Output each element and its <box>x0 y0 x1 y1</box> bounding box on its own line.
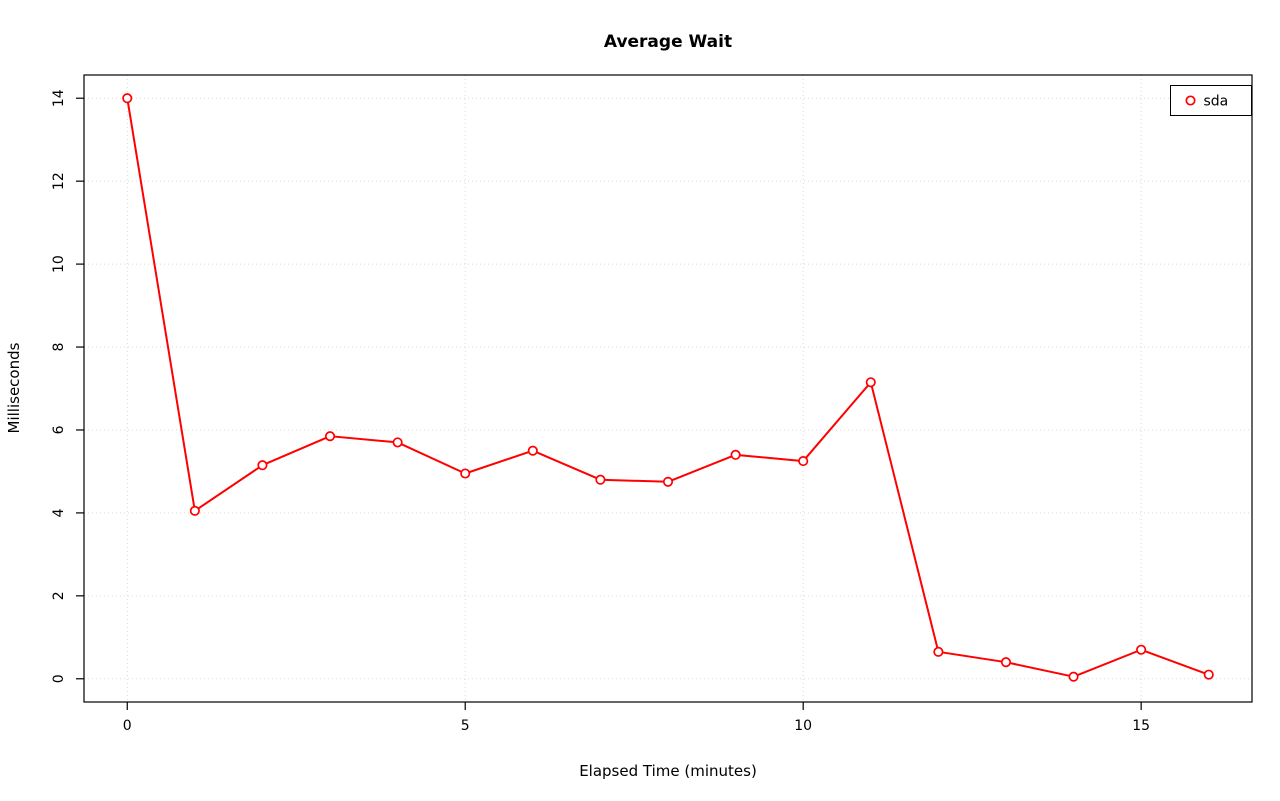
legend-box <box>1170 85 1252 116</box>
data-point-marker <box>392 437 403 448</box>
y-tick-label: 12 <box>51 172 67 190</box>
data-point-marker <box>595 474 606 485</box>
data-point-marker <box>460 468 471 479</box>
plot-frame <box>83 74 1253 703</box>
data-point-marker <box>122 93 133 104</box>
data-point-marker <box>1136 644 1147 655</box>
y-tick-label: 6 <box>51 425 67 434</box>
y-tick-label: 8 <box>51 343 67 352</box>
series-line <box>126 97 1210 678</box>
data-point-marker <box>257 460 268 471</box>
x-axis-label: Elapsed Time (minutes) <box>579 762 757 780</box>
y-tick-label: 0 <box>51 674 67 683</box>
data-point-marker <box>798 456 809 467</box>
legend-label: sda <box>1204 94 1229 110</box>
y-tick-label: 2 <box>51 591 67 600</box>
data-point-marker <box>324 431 336 442</box>
data-point-marker <box>1203 669 1214 680</box>
data-point-marker <box>527 445 538 456</box>
x-tick-label: 0 <box>123 718 132 734</box>
y-tick-label: 10 <box>51 255 67 273</box>
x-tick-label: 5 <box>461 718 470 734</box>
data-point-marker <box>662 476 674 487</box>
data-point-marker <box>933 646 944 657</box>
x-tick-label: 10 <box>794 718 812 734</box>
y-tick-label: 14 <box>51 89 67 107</box>
data-point-marker <box>189 505 200 516</box>
y-tick-label: 4 <box>51 508 67 517</box>
x-tick-label: 15 <box>1132 718 1150 734</box>
legend-marker <box>1185 95 1196 106</box>
chart-title: Average Wait <box>603 32 733 52</box>
data-point-marker <box>865 377 876 388</box>
data-point-marker <box>1068 671 1079 682</box>
data-point-marker <box>1000 657 1012 668</box>
data-point-marker <box>730 449 741 460</box>
